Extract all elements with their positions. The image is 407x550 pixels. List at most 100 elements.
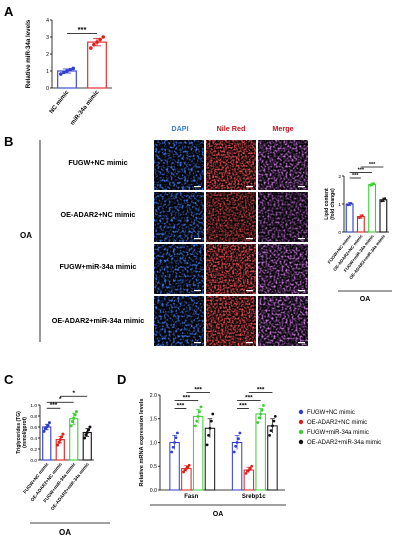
significance-label: *** bbox=[369, 162, 376, 168]
data-point bbox=[92, 42, 96, 47]
legend-marker bbox=[298, 429, 304, 435]
data-point bbox=[187, 463, 191, 467]
legend-marker bbox=[298, 439, 304, 445]
data-point bbox=[98, 37, 102, 42]
scale-bar bbox=[246, 238, 253, 240]
data-point bbox=[95, 40, 99, 44]
y-axis-label: (fold change) bbox=[330, 188, 336, 220]
x-tick-label: miR-34a mimic bbox=[70, 89, 101, 127]
data-point bbox=[176, 431, 179, 435]
row-label-1: FUGW+NC mimic bbox=[68, 158, 127, 167]
y-axis-label: Triglycerides (TG) bbox=[16, 411, 22, 454]
bar bbox=[255, 413, 266, 491]
data-point bbox=[259, 412, 263, 416]
panel-letter-d: D bbox=[117, 372, 126, 387]
data-point bbox=[199, 405, 203, 409]
y-tick-label: 0.0 bbox=[150, 488, 157, 494]
row-label-3: FUGW+miR-34a mimic bbox=[60, 262, 137, 271]
y-tick-label: 0.5 bbox=[150, 464, 157, 470]
oa-bracket-label: OA bbox=[20, 231, 32, 240]
tile-nile bbox=[206, 192, 256, 242]
y-tick-label: 1.0 bbox=[150, 440, 157, 446]
tile-merge bbox=[258, 296, 308, 346]
panel-letter-b: B bbox=[4, 134, 13, 149]
significance-label: *** bbox=[239, 402, 247, 409]
scale-bar bbox=[298, 290, 305, 292]
microscopy-tiles bbox=[154, 140, 308, 346]
data-point bbox=[72, 416, 76, 420]
significance-label: *** bbox=[177, 402, 185, 409]
data-point bbox=[358, 216, 361, 220]
data-point bbox=[58, 438, 62, 442]
significance-label: *** bbox=[352, 173, 359, 179]
data-point bbox=[65, 69, 69, 73]
data-point bbox=[84, 433, 88, 437]
y-tick-label: 0.8 bbox=[30, 414, 37, 420]
data-point bbox=[260, 408, 264, 412]
legend-label: OE-ADAR2+miR-34a mimic bbox=[307, 440, 381, 446]
legend-marker bbox=[298, 419, 304, 425]
legend-label: FUGW+NC mimic bbox=[307, 410, 355, 416]
data-point bbox=[195, 419, 199, 423]
y-tick-label: 0.6 bbox=[30, 425, 37, 431]
row-label-2: OE-ADAR2+NC mimic bbox=[61, 210, 136, 219]
chart-a: 0 1 2 3 4 NC mimic miR-34a mimic *** Relative mi… bbox=[25, 18, 112, 127]
y-tick-label: 1.0 bbox=[30, 403, 37, 409]
data-point bbox=[382, 198, 385, 201]
significance-label: *** bbox=[194, 386, 202, 393]
y-tick-label: 2 bbox=[46, 52, 49, 58]
data-point bbox=[248, 467, 252, 471]
data-point bbox=[235, 441, 239, 444]
data-point bbox=[193, 424, 197, 428]
data-point bbox=[59, 72, 63, 76]
x-tick-label: Srebp1c bbox=[242, 494, 266, 500]
bar-4 bbox=[379, 199, 388, 233]
data-point bbox=[371, 183, 374, 186]
tile-merge bbox=[258, 244, 308, 294]
data-point bbox=[83, 436, 87, 440]
scale-bar bbox=[194, 186, 201, 188]
data-point bbox=[257, 416, 261, 420]
data-point bbox=[209, 419, 213, 423]
significance-label: *** bbox=[257, 386, 265, 393]
data-point bbox=[256, 421, 260, 424]
data-point bbox=[348, 202, 351, 206]
scale-bar bbox=[246, 290, 253, 292]
bar-1 bbox=[345, 203, 354, 233]
data-point bbox=[207, 433, 210, 437]
header-dapi: DAPI bbox=[171, 124, 188, 133]
y-tick-label: 0.4 bbox=[30, 436, 37, 442]
tile-dapi bbox=[154, 296, 204, 346]
data-point bbox=[57, 440, 61, 444]
scale-bar bbox=[194, 290, 201, 292]
data-point bbox=[74, 410, 78, 414]
data-point bbox=[383, 197, 387, 200]
legend-label: FUGW+miR-34a mimic bbox=[307, 430, 369, 436]
y-axis-label: (mmol/gprot) bbox=[22, 417, 28, 448]
header-merge: Merge bbox=[272, 124, 293, 133]
data-point bbox=[234, 444, 238, 448]
tile-dapi bbox=[154, 140, 204, 190]
data-point bbox=[69, 424, 73, 428]
significance-label: *** bbox=[183, 394, 191, 401]
data-point bbox=[46, 423, 50, 427]
header-nile-red: Nile Red bbox=[217, 124, 246, 133]
legend-marker bbox=[298, 409, 304, 415]
panel-letter-a: A bbox=[4, 4, 14, 19]
data-point bbox=[173, 441, 176, 444]
scale-bar bbox=[298, 342, 305, 344]
tile-dapi bbox=[154, 192, 204, 242]
data-point bbox=[196, 414, 200, 418]
tile-merge bbox=[258, 140, 308, 190]
scale-bar bbox=[246, 186, 253, 188]
data-point bbox=[359, 215, 362, 218]
bar bbox=[192, 415, 204, 491]
data-point bbox=[198, 410, 201, 414]
data-point bbox=[369, 184, 372, 187]
significance-label: * bbox=[72, 390, 75, 397]
data-point bbox=[71, 66, 75, 71]
y-axis-label: Lipid content bbox=[324, 188, 330, 220]
